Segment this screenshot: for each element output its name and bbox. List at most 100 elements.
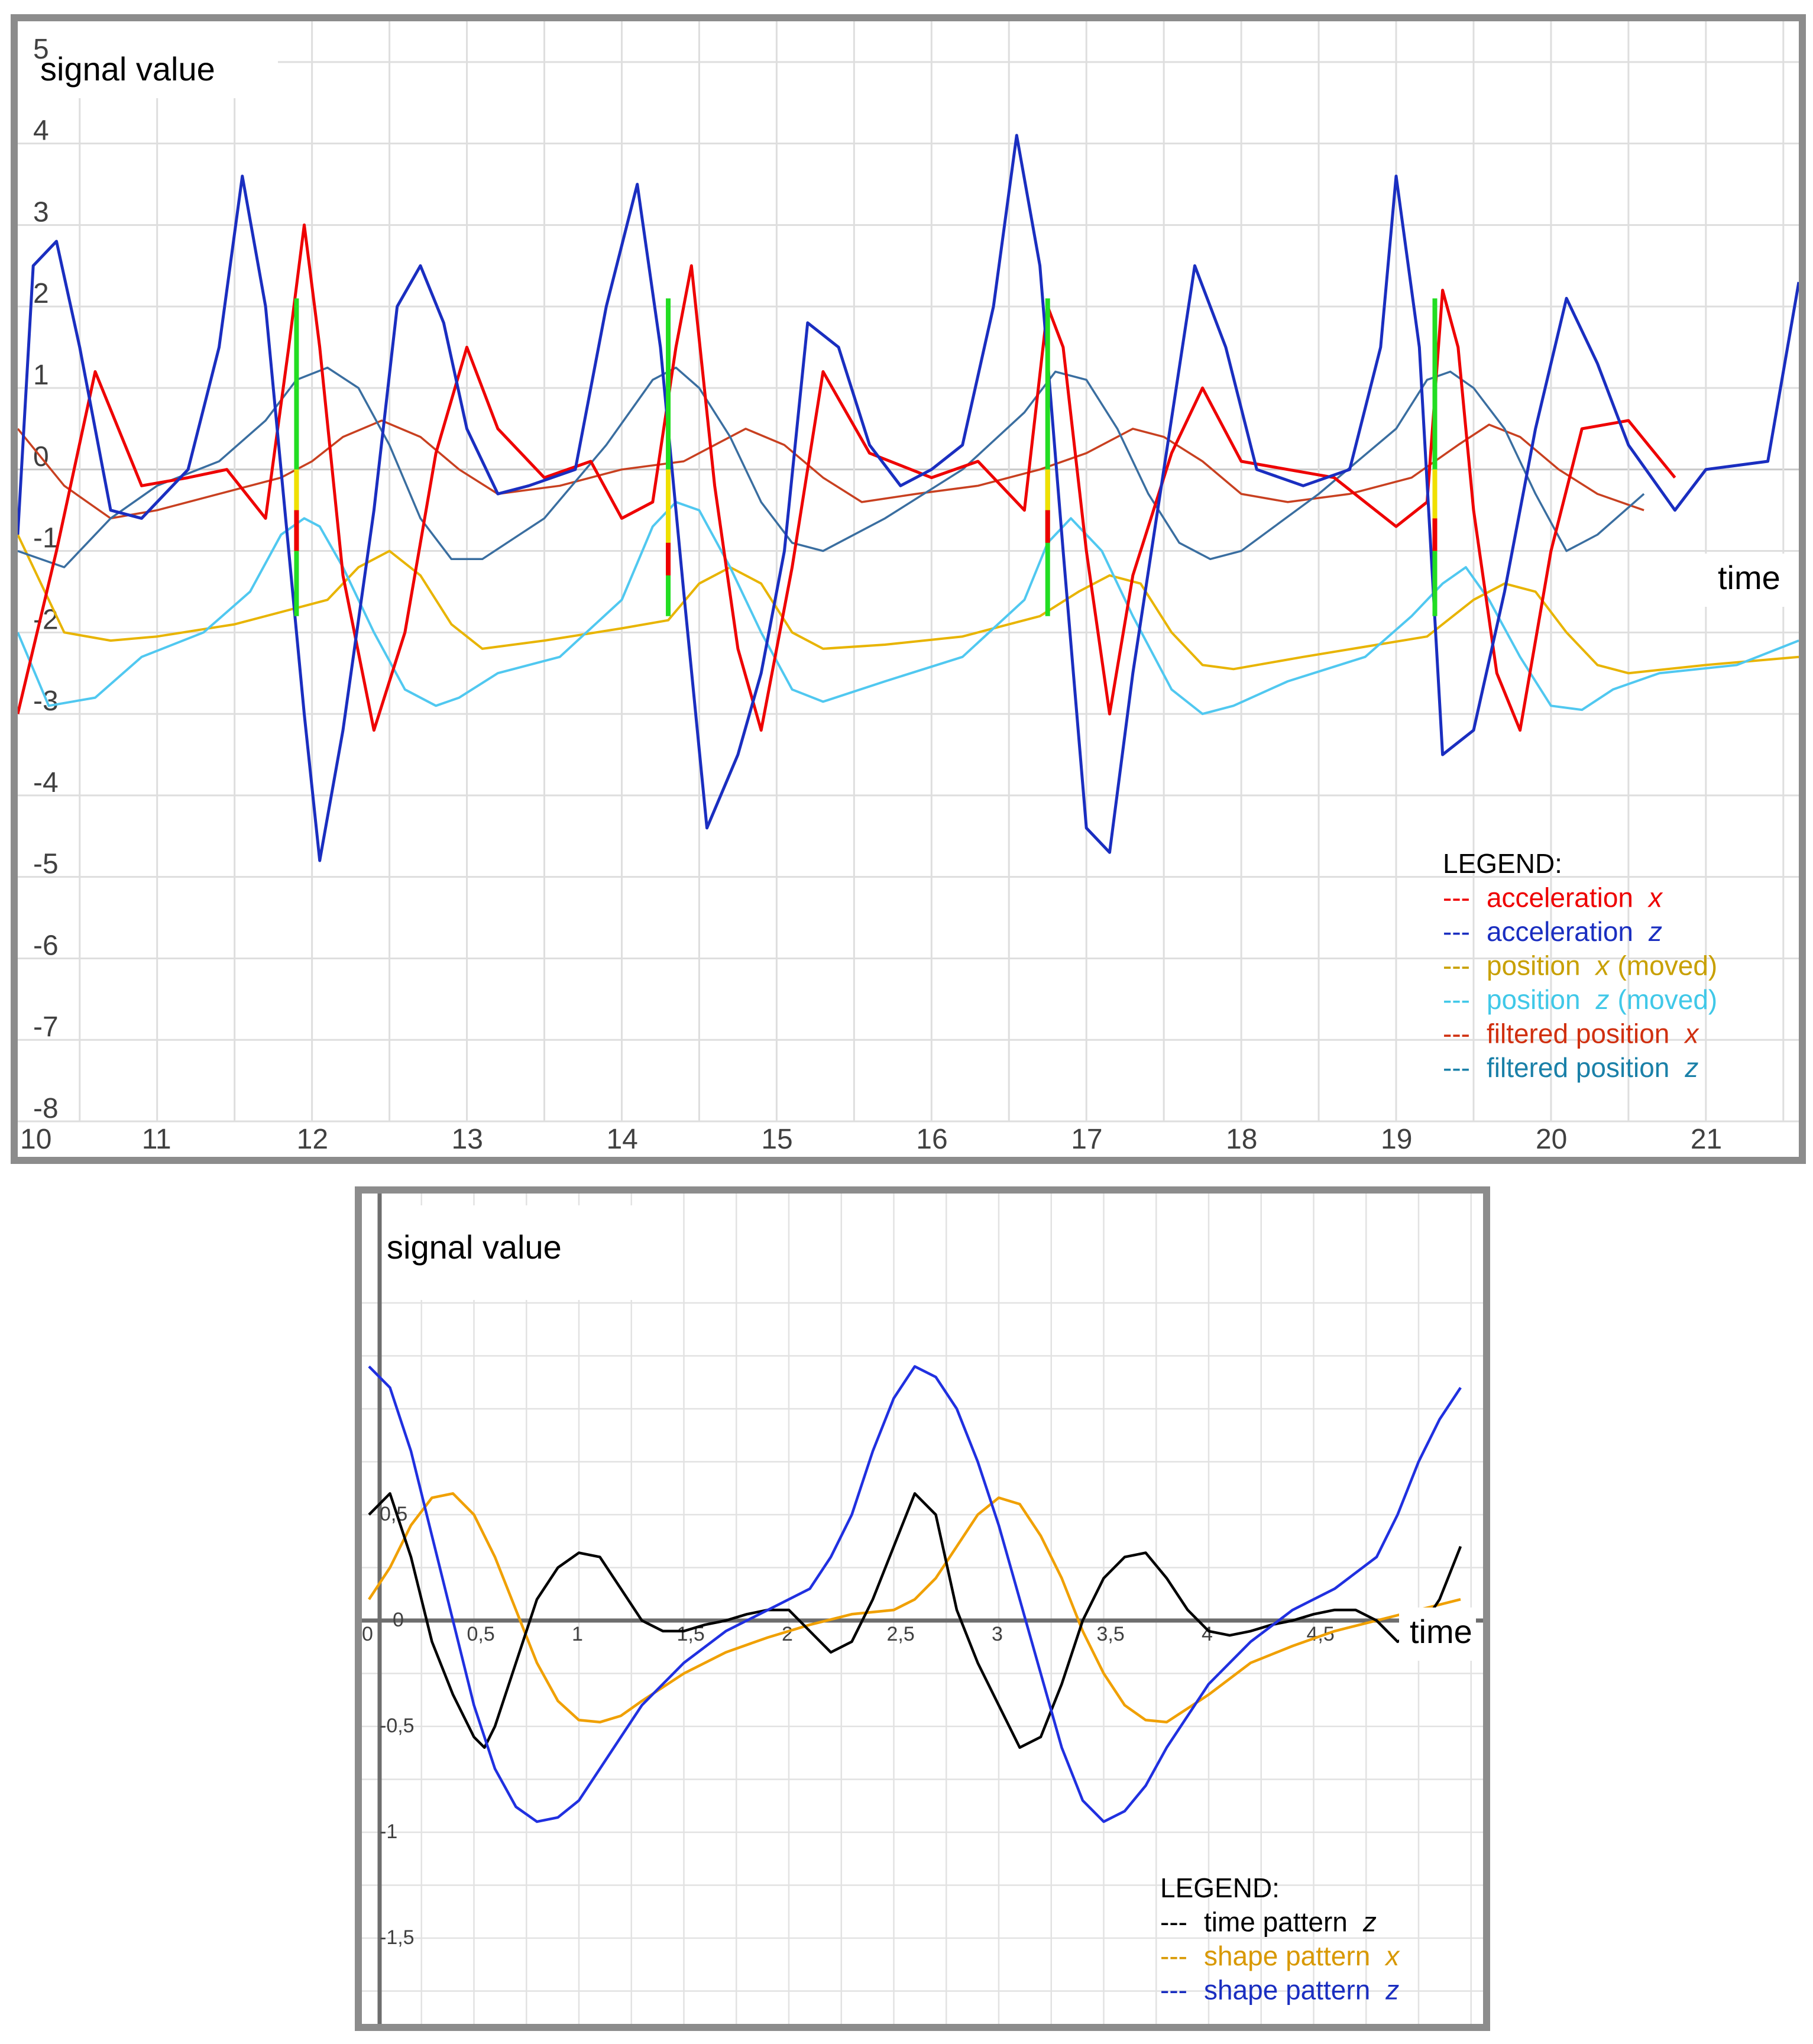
bottom-series-group — [368, 1365, 1462, 1823]
top-x-tick-label: 20 — [1536, 1124, 1567, 1155]
legend-dash: --- — [1443, 882, 1470, 913]
legend-dash: --- — [1443, 950, 1470, 981]
legend-axis: z — [1684, 1052, 1698, 1083]
legend-series-name: time pattern — [1204, 1907, 1348, 1938]
top-grid — [18, 21, 1799, 1123]
bottom-y-tick-label: -1 — [380, 1820, 397, 1843]
top-y-tick-label: -8 — [33, 1093, 59, 1124]
top-series-pos_z — [18, 500, 1799, 716]
legend-series-name: position — [1487, 950, 1581, 981]
top-x-tick-label: 10 — [20, 1124, 51, 1155]
bottom-x-tick-label: 2 — [782, 1623, 793, 1645]
bottom-x-axis-label: time — [1410, 1613, 1472, 1650]
legend-series-name: shape pattern — [1204, 1975, 1370, 2006]
bottom-y-tick-label: -1,5 — [380, 1926, 415, 1949]
bottom-y-tick-label: -0,5 — [380, 1715, 415, 1737]
legend-axis: x — [1384, 1940, 1400, 1971]
bottom-chart-panel: signal value 0 0,5 1 1,5 2 2,5 3 3,5 4 4,5 0,5 0 -0,… — [355, 1186, 1490, 2031]
top-chart-panel: signal value 5 4 3 2 1 0 -1 -2 -3 -4 -5 -6 -7 -8 10 11 1… — [11, 14, 1806, 1164]
top-series-acc_z — [18, 134, 1799, 862]
top-x-axis-label: time — [1718, 559, 1780, 596]
bottom-chart-svg: signal value 0 0,5 1 1,5 2 2,5 3 3,5 4 4,50,50-0,… — [362, 1194, 1483, 2024]
top-y-tick-label: 2 — [33, 278, 49, 309]
top-legend: LEGEND:--- acceleration x--- acceleration z-… — [1443, 848, 1717, 1083]
legend-axis: x — [1684, 1018, 1699, 1049]
bottom-series-shape_x — [368, 1492, 1461, 1724]
top-y-tick-label: 5 — [33, 34, 49, 65]
top-series-group — [18, 134, 1799, 862]
top-y-tick-label: -1 — [33, 523, 59, 554]
legend-dash: --- — [1443, 916, 1470, 947]
bottom-x-tick-label: 4,5 — [1307, 1623, 1335, 1645]
top-x-tick-label: 11 — [142, 1124, 171, 1155]
top-markers-group — [294, 298, 1438, 616]
legend-dash: --- — [1443, 1018, 1470, 1049]
bottom-tick-labels: 0 0,5 1 1,5 2 2,5 3 3,5 4 4,50,50-0,5-1-1,5 — [362, 1503, 1335, 1949]
top-x-tick-label: 13 — [452, 1124, 483, 1155]
legend-series-name: acceleration — [1487, 916, 1633, 947]
legend-dash: --- — [1443, 1052, 1470, 1083]
top-series-filt_z — [18, 366, 1645, 568]
bottom-y-tick-label: 0 — [393, 1609, 404, 1631]
legend-dash: --- — [1160, 1975, 1187, 2006]
top-legend-entry: --- acceleration x — [1443, 882, 1663, 913]
bottom-x-tick-label: 3,5 — [1097, 1623, 1125, 1645]
top-legend-entry: --- filtered position z — [1443, 1052, 1698, 1083]
bottom-series-shape_z — [368, 1365, 1462, 1823]
legend-suffix: (moved) — [1618, 984, 1718, 1015]
top-y-tick-label: 4 — [33, 115, 49, 147]
top-series-filt_x — [18, 419, 1644, 520]
bottom-legend-title: LEGEND: — [1160, 1872, 1280, 1903]
bottom-chart-title: signal value — [387, 1228, 562, 1266]
bottom-x-tick-label: 0,5 — [467, 1623, 495, 1645]
top-legend-entry: --- acceleration z — [1443, 916, 1662, 947]
top-time-mask — [1703, 554, 1799, 607]
top-y-tick-label: -5 — [33, 849, 59, 880]
top-y-tick-label: -6 — [33, 930, 59, 961]
top-y-tick-label: -7 — [33, 1011, 59, 1043]
top-y-tick-label: 3 — [33, 196, 49, 228]
top-y-tick-label: -4 — [33, 767, 59, 798]
top-chart-title: signal value — [40, 50, 215, 88]
legend-series-name: shape pattern — [1204, 1940, 1370, 1971]
top-x-tick-label: 18 — [1226, 1124, 1257, 1155]
legend-axis: x — [1595, 950, 1611, 981]
legend-series-name: filtered position — [1487, 1018, 1669, 1049]
legend-dash: --- — [1160, 1940, 1187, 1971]
top-x-tick-label: 21 — [1691, 1124, 1722, 1155]
legend-axis: z — [1362, 1907, 1377, 1938]
legend-series-name: filtered position — [1487, 1052, 1669, 1083]
top-x-tick-label: 12 — [297, 1124, 328, 1155]
bottom-axes — [362, 1194, 1483, 2024]
bottom-time-mask — [1399, 1608, 1476, 1661]
top-x-tick-label: 16 — [916, 1124, 947, 1155]
top-x-tick-label: 15 — [761, 1124, 792, 1155]
top-legend-entry: --- position x (moved) — [1443, 950, 1717, 981]
top-legend-title: LEGEND: — [1443, 848, 1562, 879]
bottom-grid — [362, 1194, 1483, 2024]
bottom-legend-entry: --- shape pattern z — [1160, 1975, 1399, 2006]
top-series-pos_x — [18, 534, 1799, 675]
top-x-tick-label: 17 — [1071, 1124, 1102, 1155]
top-legend-entry: --- filtered position x — [1443, 1018, 1699, 1049]
bottom-legend-entry: --- time pattern z — [1160, 1907, 1377, 1938]
top-x-tick-label: 14 — [606, 1124, 637, 1155]
legend-suffix: (moved) — [1618, 950, 1718, 981]
bottom-x-tick-label: 2,5 — [887, 1623, 915, 1645]
legend-dash: --- — [1443, 984, 1470, 1015]
legend-axis: z — [1648, 916, 1662, 947]
bottom-legend-entry: --- shape pattern x — [1160, 1940, 1400, 1971]
bottom-x-tick-label: 0 — [362, 1623, 373, 1645]
legend-dash: --- — [1160, 1907, 1187, 1938]
bottom-x-tick-label: 1 — [572, 1623, 583, 1645]
bottom-title-mask — [380, 1205, 640, 1300]
legend-axis: z — [1595, 984, 1610, 1015]
top-legend-entry: --- position z (moved) — [1443, 984, 1717, 1015]
legend-series-name: acceleration — [1487, 882, 1633, 913]
legend-series-name: position — [1487, 984, 1581, 1015]
legend-axis: x — [1647, 882, 1663, 913]
top-title-mask — [18, 21, 278, 98]
legend-axis: z — [1385, 1975, 1399, 2006]
